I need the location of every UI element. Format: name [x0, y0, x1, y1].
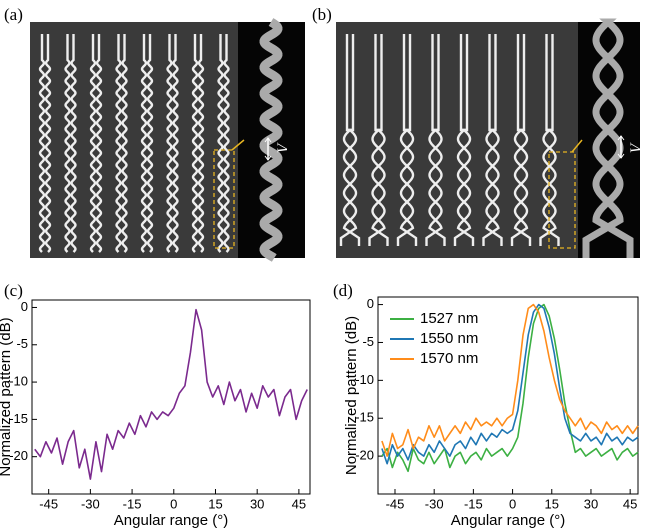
waveguide [456, 34, 475, 246]
waveguide [95, 34, 103, 253]
y-axis-title: Normalized pattern (dB) [0, 317, 14, 476]
x-tick-label: 0 [170, 496, 177, 511]
inset-waveguide [582, 18, 624, 258]
x-tick-label: -30 [81, 496, 100, 511]
data-line [381, 303, 639, 457]
panel-label: (c) [4, 281, 23, 300]
x-tick-label: 15 [208, 496, 222, 511]
plot-frame [377, 296, 639, 495]
x-tick-label: -15 [464, 496, 483, 511]
y-axis-title: Normalized pattern (dB) [343, 316, 360, 475]
waveguide [64, 34, 71, 253]
highlight-box [213, 149, 235, 249]
waveguide [342, 34, 361, 246]
waveguide [197, 34, 205, 253]
legend-label: 1550 nm [420, 330, 478, 347]
waveguide [223, 34, 230, 253]
waveguide [513, 34, 532, 246]
waveguide [89, 34, 97, 253]
x-tick-label: 45 [623, 496, 637, 511]
data-line [34, 308, 308, 480]
highlight-box [548, 151, 576, 249]
waveguide [70, 34, 77, 253]
x-tick-label: -45 [39, 496, 58, 511]
waveguide [339, 34, 358, 246]
y-tick-label: -5 [362, 334, 374, 349]
arrow-head [264, 155, 272, 161]
waveguide [217, 34, 224, 253]
sem-image [30, 22, 238, 258]
y-tick-label: -10 [355, 372, 374, 387]
highlight-pointer [231, 139, 245, 151]
waveguide [371, 34, 389, 246]
waveguide [38, 34, 46, 253]
arrow-head [617, 135, 625, 141]
waveguide [482, 34, 500, 246]
waveguide [399, 34, 418, 246]
y-tick-label: -15 [9, 411, 28, 426]
plot-frame [31, 299, 311, 495]
y-tick-label: 0 [21, 299, 28, 314]
waveguide [191, 34, 199, 253]
x-tick-label: 30 [250, 496, 264, 511]
waveguide [425, 34, 443, 246]
waveguide [172, 34, 179, 253]
waveguide [368, 34, 386, 246]
x-tick-label: 0 [509, 496, 516, 511]
y-tick-label: -15 [355, 410, 374, 425]
panel-label: (d) [333, 281, 353, 300]
inset-waveguide [592, 18, 634, 258]
data-line [381, 303, 639, 465]
waveguide [44, 34, 52, 253]
y-tick-label: 0 [367, 296, 374, 311]
arrow-head [264, 137, 272, 143]
x-tick-label: -45 [386, 496, 405, 511]
y-tick-label: -20 [9, 448, 28, 463]
x-tick-label: 15 [545, 496, 559, 511]
waveguide [485, 34, 503, 246]
waveguide [542, 34, 560, 246]
x-tick-label: 30 [584, 496, 598, 511]
waveguide [428, 34, 446, 246]
waveguide [115, 34, 122, 253]
x-axis-title: Angular range (°) [451, 512, 565, 528]
y-tick-label: -10 [9, 374, 28, 389]
waveguide [539, 34, 557, 246]
y-tick-label: -5 [16, 336, 28, 351]
waveguide [453, 34, 472, 246]
waveguide [146, 34, 154, 253]
waveguide [166, 34, 173, 253]
x-tick-label: 45 [292, 496, 306, 511]
waveguide [510, 34, 529, 246]
legend-label: 1570 nm [420, 350, 478, 367]
sem-pattern [38, 18, 634, 262]
highlight-pointer [571, 139, 583, 153]
y-tick-label: -20 [355, 448, 374, 463]
x-tick-label: -15 [123, 496, 142, 511]
inset-annotation: Λ [627, 141, 643, 152]
legend-label: 1527 nm [420, 310, 478, 327]
panel-label: (b) [312, 5, 332, 24]
data-line [381, 303, 639, 473]
x-tick-label: -30 [425, 496, 444, 511]
panel-label: (a) [4, 5, 23, 24]
inset-annotation: Λ [274, 141, 290, 152]
arrow-head [617, 153, 625, 159]
waveguide [140, 34, 148, 253]
waveguide [121, 34, 128, 253]
x-axis-title: Angular range (°) [114, 512, 228, 528]
waveguide [396, 34, 415, 246]
